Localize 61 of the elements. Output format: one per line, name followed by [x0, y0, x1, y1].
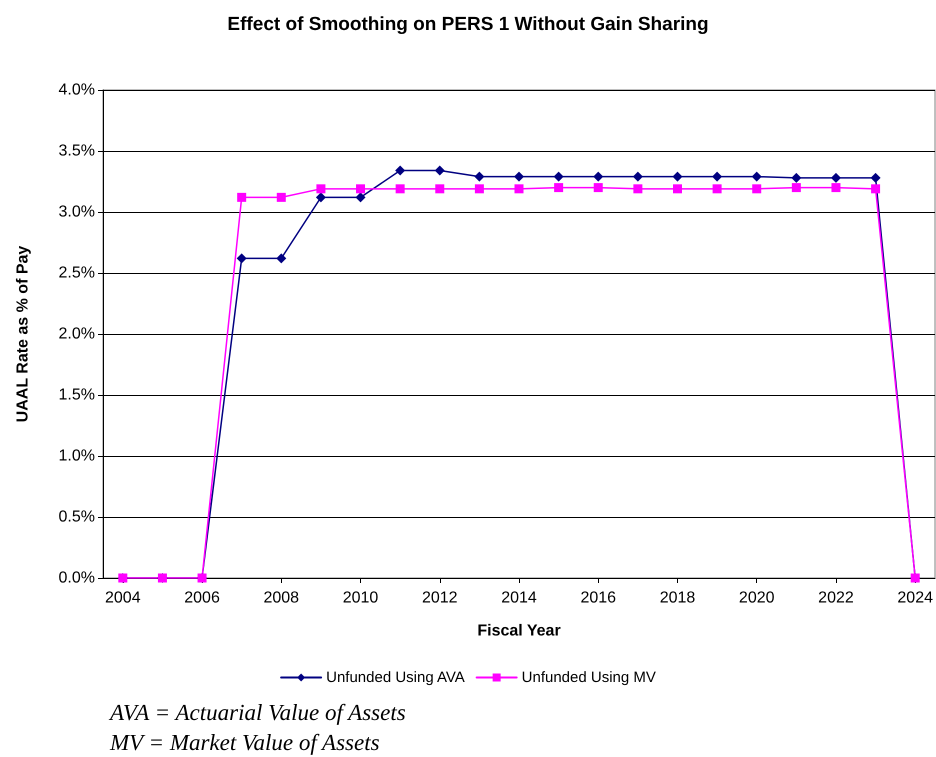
point	[316, 192, 326, 202]
y-axis-title: UAAL Rate as % of Pay	[14, 246, 32, 422]
point	[831, 183, 840, 192]
y-tick-label: 3.5%	[58, 142, 95, 160]
y-tick-label: 2.0%	[58, 326, 95, 342]
point	[396, 184, 405, 194]
point	[752, 184, 762, 194]
point	[593, 172, 604, 182]
x-tick-label: 2006	[184, 590, 220, 606]
x-tick-label: 2016	[580, 590, 616, 606]
point	[356, 192, 366, 202]
y-tick-label: 0.5%	[58, 508, 95, 526]
point	[276, 253, 286, 264]
y-tick-label: 0.0%	[58, 570, 95, 586]
point	[712, 172, 722, 182]
x-tick-label: 2004	[105, 590, 141, 606]
text: MV = Market Value of Assets	[110, 729, 381, 757]
point	[752, 172, 762, 182]
point	[830, 172, 841, 183]
x-tick-label: 2022	[818, 590, 854, 606]
point	[871, 184, 880, 194]
point	[712, 184, 722, 194]
chart-title: Effect of Smoothing on PERS 1 Without Gain Sharing	[227, 14, 709, 35]
point	[554, 183, 564, 192]
point	[474, 172, 484, 182]
point	[316, 184, 326, 194]
point	[791, 172, 802, 183]
point	[237, 192, 246, 202]
point	[672, 172, 682, 182]
point	[870, 172, 881, 183]
y-tick-label: 1.0%	[58, 448, 95, 464]
point	[633, 184, 642, 194]
point	[276, 192, 286, 202]
point	[554, 172, 564, 182]
legend-label: Unfunded Using AVA	[326, 669, 465, 686]
y-tick-label: 2.5%	[58, 264, 95, 282]
x-tick-label: 2012	[422, 590, 458, 606]
point	[474, 184, 484, 194]
point	[435, 184, 444, 194]
x-tick-label: 2014	[501, 590, 537, 606]
x-axis-title: Fiscal Year	[477, 622, 561, 640]
point	[594, 183, 603, 192]
x-tick-label: 2024	[897, 590, 934, 606]
text: AVA = Actuarial Value of Assets	[110, 699, 406, 727]
x-tick-label: 2010	[342, 590, 378, 606]
point	[395, 166, 406, 176]
point	[514, 172, 524, 182]
x-tick-label: 2008	[263, 590, 300, 606]
y-tick-label: 4.0%	[58, 82, 95, 98]
point	[632, 172, 643, 182]
x-tick-label: 2020	[738, 590, 775, 606]
point	[792, 183, 801, 192]
legend-label: Unfunded Using MV	[522, 669, 656, 686]
point	[356, 184, 366, 194]
point	[434, 166, 445, 176]
x-tick-label: 2018	[660, 590, 696, 606]
point	[514, 184, 524, 194]
y-tick-label: 3.0%	[58, 204, 95, 220]
point	[672, 184, 682, 194]
y-tick-label: 1.5%	[58, 386, 95, 404]
point	[236, 253, 247, 264]
